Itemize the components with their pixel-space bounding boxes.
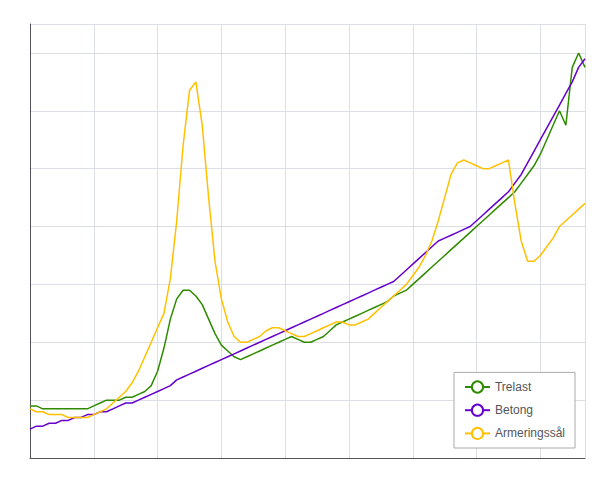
svg-text:Betong: Betong (495, 403, 533, 417)
svg-text:Armeringssål: Armeringssål (495, 426, 565, 440)
svg-text:Trelast: Trelast (495, 380, 532, 394)
